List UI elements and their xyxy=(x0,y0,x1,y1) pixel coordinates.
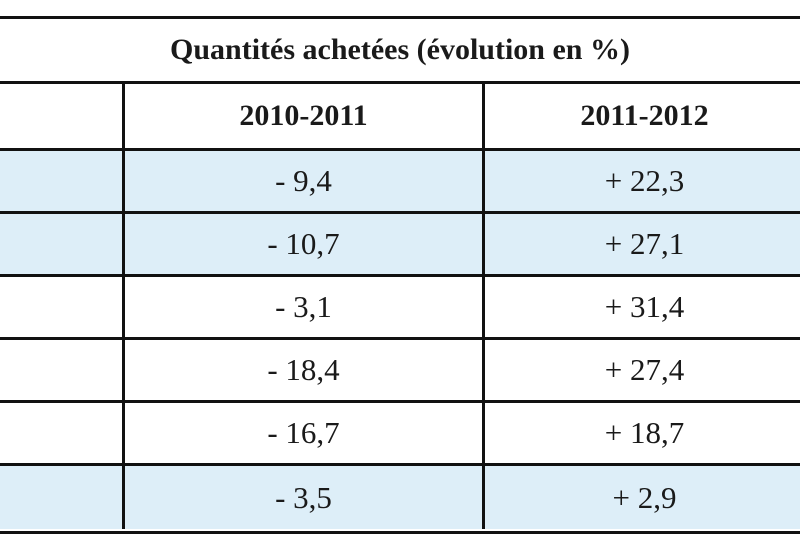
value-2010-2011: - 10,7 xyxy=(122,214,482,274)
value-2011-2012: + 27,4 xyxy=(482,340,800,400)
table-row: - 16,7 + 18,7 xyxy=(0,403,800,466)
value-2011-2012: + 22,3 xyxy=(482,151,800,211)
row-label xyxy=(0,151,122,211)
table-row: - 3,5 + 2,9 xyxy=(0,466,800,529)
row-label xyxy=(0,214,122,274)
row-label xyxy=(0,466,122,529)
table-row: - 9,4 + 22,3 xyxy=(0,151,800,214)
data-table: Quantités achetées (évolution en %) 2010… xyxy=(0,16,800,534)
row-label xyxy=(0,277,122,337)
table-row: - 3,1 + 31,4 xyxy=(0,277,800,340)
value-2010-2011: - 9,4 xyxy=(122,151,482,211)
table-row: - 10,7 + 27,1 xyxy=(0,214,800,277)
value-2011-2012: + 18,7 xyxy=(482,403,800,463)
value-2011-2012: + 31,4 xyxy=(482,277,800,337)
header-cell-2011-2012: 2011-2012 xyxy=(482,84,800,148)
header-cell-empty xyxy=(0,84,122,148)
value-2010-2011: - 16,7 xyxy=(122,403,482,463)
table-row: - 18,4 + 27,4 xyxy=(0,340,800,403)
row-label xyxy=(0,403,122,463)
row-label xyxy=(0,340,122,400)
header-cell-2010-2011: 2010-2011 xyxy=(122,84,482,148)
value-2010-2011: - 3,5 xyxy=(122,466,482,529)
value-2010-2011: - 18,4 xyxy=(122,340,482,400)
table-header-row: 2010-2011 2011-2012 xyxy=(0,84,800,151)
value-2010-2011: - 3,1 xyxy=(122,277,482,337)
table-title: Quantités achetées (évolution en %) xyxy=(0,19,800,84)
value-2011-2012: + 2,9 xyxy=(482,466,800,529)
value-2011-2012: + 27,1 xyxy=(482,214,800,274)
